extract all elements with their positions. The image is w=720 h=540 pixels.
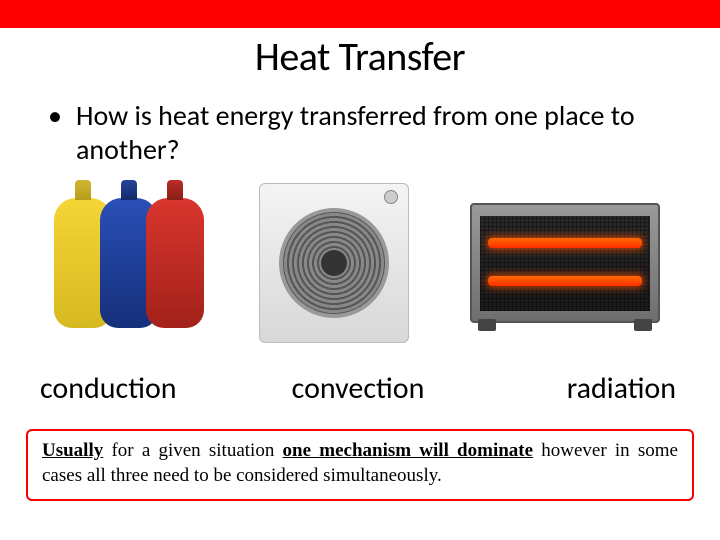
note-box: Usually for a given situation one mechan… — [26, 429, 694, 500]
label-radiation: radiation — [464, 370, 676, 407]
label-conduction: conduction — [40, 370, 252, 407]
bullet-list: How is heat energy transferred from one … — [48, 99, 680, 166]
bullet-item: How is heat energy transferred from one … — [48, 99, 680, 166]
radiant-heater-icon — [470, 203, 660, 323]
conduction-illustration — [60, 198, 198, 328]
labels-row: conduction convection radiation — [40, 370, 676, 407]
illustrations-row — [30, 178, 690, 348]
top-red-bar — [0, 0, 720, 28]
hot-water-bottle-icon — [146, 198, 204, 328]
convection-illustration — [259, 183, 409, 343]
note-text: Usually for a given situation one mechan… — [42, 440, 678, 486]
fan-heater-icon — [259, 183, 409, 343]
label-convection: convection — [252, 370, 464, 407]
radiation-illustration — [470, 203, 660, 323]
slide-title: Heat Transfer — [0, 32, 720, 81]
